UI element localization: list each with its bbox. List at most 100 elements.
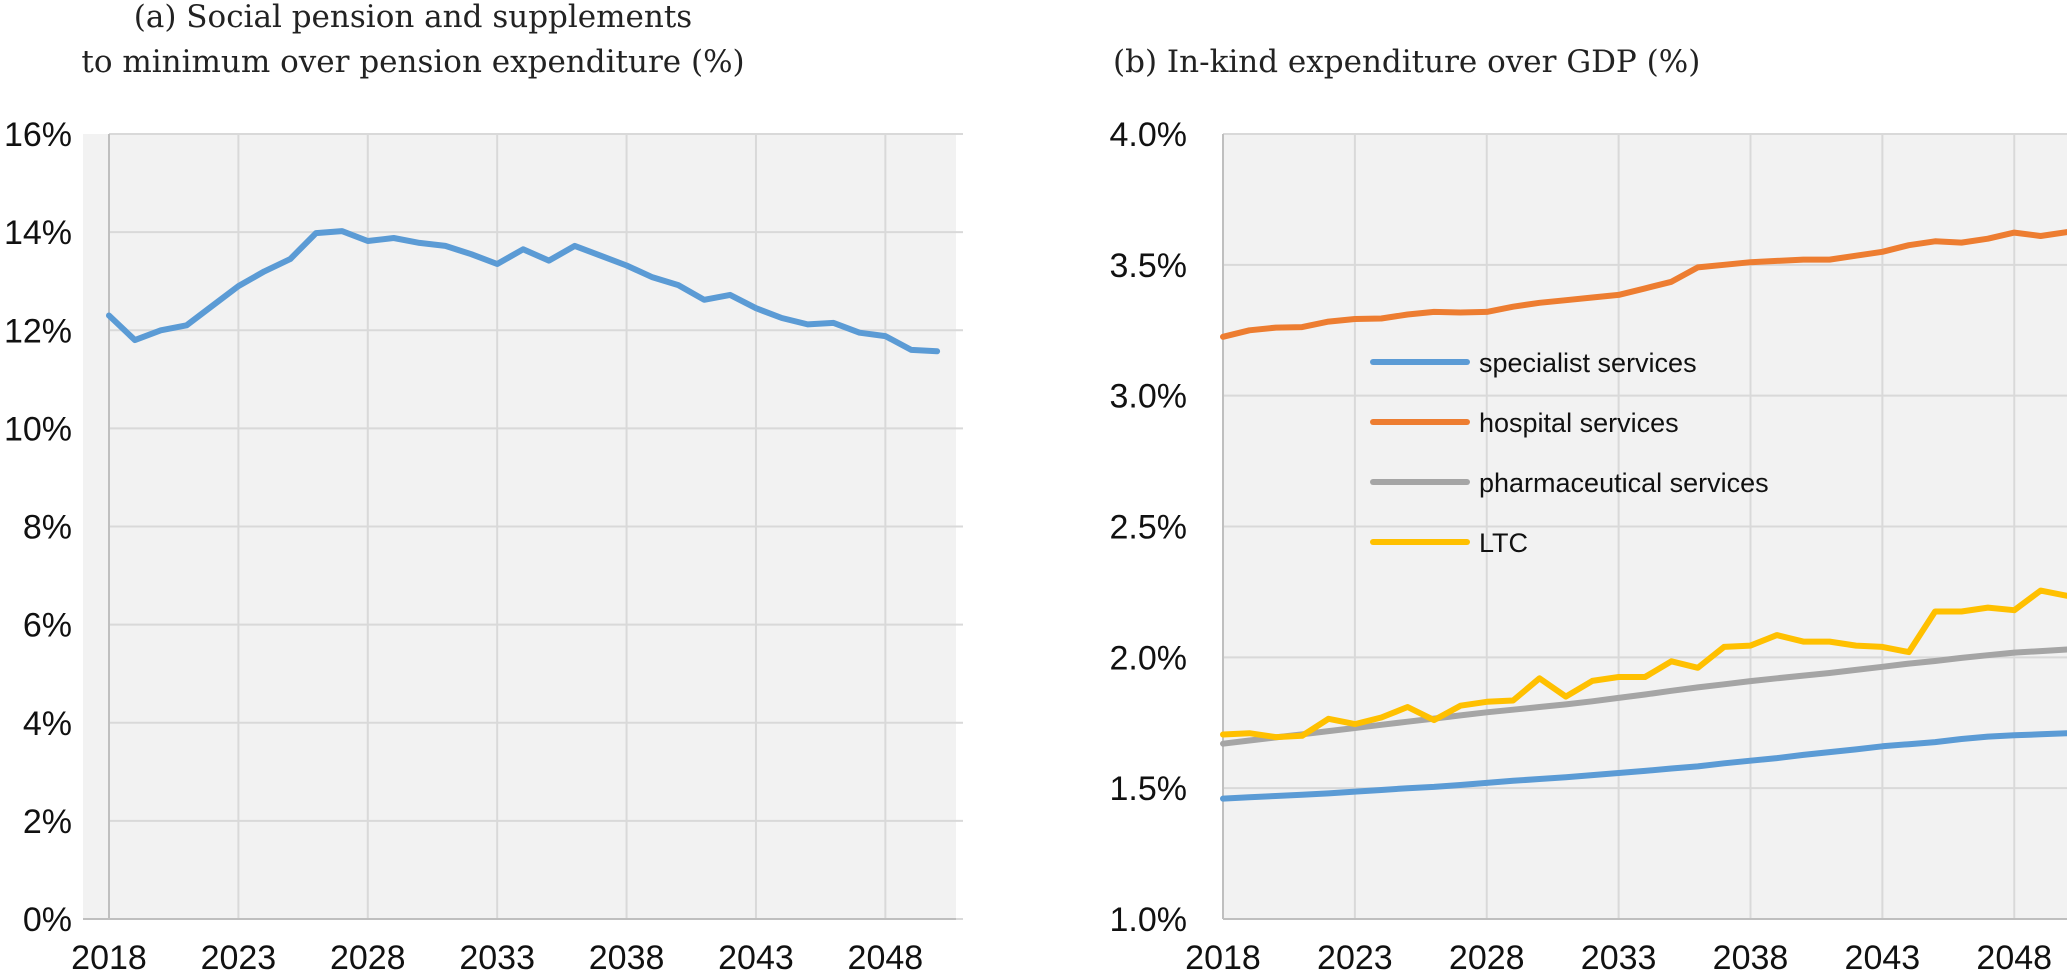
panel-b-point-ltc: [1273, 734, 1279, 740]
panel-b-legend: specialist services hospital services phar…: [1370, 348, 1769, 558]
panel-a-point-series: [727, 292, 733, 298]
panel-b-point-hospital-services: [1299, 324, 1305, 330]
panel-b-point-pharmaceutical-services: [1879, 664, 1885, 670]
panel-a-y-tick-label: 16%: [4, 116, 72, 154]
panel-a-point-series: [287, 256, 293, 262]
legend-label-pharmaceutical-services: pharmaceutical services: [1479, 468, 1769, 498]
panel-b-point-hospital-services: [1537, 300, 1543, 306]
panel-b-point-hospital-services: [1405, 312, 1411, 318]
legend-label-specialist-services: specialist services: [1479, 348, 1697, 378]
panel-b-point-pharmaceutical-services: [1537, 704, 1543, 710]
legend-item-ltc: LTC: [1370, 528, 1528, 558]
panel-a-point-series: [261, 268, 267, 274]
panel-a-y-tick-label: 12%: [4, 312, 72, 350]
panel-a-point-series: [442, 243, 448, 249]
panel-b-point-pharmaceutical-services: [1484, 709, 1490, 715]
panel-b-line-ltc: [1220, 587, 2067, 741]
panel-b-line-pharmaceutical-services: [1220, 646, 2067, 747]
panel-b-point-pharmaceutical-services: [1246, 738, 1252, 744]
panel-b-point-pharmaceutical-services: [1642, 692, 1648, 698]
panel-b-point-pharmaceutical-services: [1774, 675, 1780, 681]
panel-b-y-tick-label: 2.0%: [1110, 639, 1188, 677]
panel-b-point-ltc: [1220, 732, 1226, 738]
panel-b-point-hospital-services: [1853, 253, 1859, 259]
panel-b-point-specialist-services: [1431, 784, 1437, 790]
panel-a-point-series: [417, 240, 423, 246]
panel-b-x-tick-label: 2023: [1317, 939, 1393, 977]
panel-b-point-specialist-services: [1906, 741, 1912, 747]
panel-a-x-tick-label: 2038: [589, 939, 665, 977]
panel-b-x-tick-label: 2043: [1845, 939, 1921, 977]
panel-a-y-tick-label: 10%: [4, 410, 72, 448]
panel-b-point-specialist-services: [1457, 782, 1463, 788]
panel-b-y-tick-label: 1.5%: [1110, 770, 1188, 808]
panel-a-x-tick-labels: 2018 2023 2028 2033 2038 2043 2048: [71, 939, 923, 977]
panel-b-point-pharmaceutical-services: [1326, 728, 1332, 734]
panel-a-x-tick-label: 2043: [718, 939, 794, 977]
panel-b-point-specialist-services: [1695, 763, 1701, 769]
panel-b-point-hospital-services: [1721, 262, 1727, 268]
legend-item-hospital-services: hospital services: [1370, 408, 1679, 438]
panel-a-x-tick-label: 2028: [330, 939, 406, 977]
panel-a-title-line1: (a) Social pension and supplements: [134, 0, 692, 35]
panel-a-point-series: [857, 330, 863, 336]
panel-a-point-series: [934, 348, 940, 354]
panel-b-point-specialist-services: [1932, 739, 1938, 745]
panel-a-point-series: [468, 251, 474, 257]
panel-b-point-specialist-services: [1510, 778, 1516, 784]
panel-b-point-hospital-services: [1668, 279, 1674, 285]
panel-b-point-pharmaceutical-services: [2038, 648, 2044, 654]
panel-a-line-series: [106, 228, 941, 355]
panel-b-point-specialist-services: [2038, 731, 2044, 737]
panel-b-point-hospital-services: [1484, 309, 1490, 315]
panel-b-point-ltc: [1378, 715, 1384, 721]
panel-a-point-series: [572, 243, 578, 249]
panel-b-point-specialist-services: [1668, 766, 1674, 772]
panel-a-point-series: [494, 261, 500, 267]
panel-b-point-pharmaceutical-services: [1220, 741, 1226, 747]
panel-b-x-tick-label: 2028: [1449, 939, 1525, 977]
panel-b-point-specialist-services: [1748, 758, 1754, 764]
panel-a-point-series: [184, 322, 190, 328]
panel-a-y-tick-label: 14%: [4, 214, 72, 252]
panel-b-point-hospital-services: [1695, 264, 1701, 270]
panel-b-point-pharmaceutical-services: [1906, 661, 1912, 667]
panel-b-point-specialist-services: [1352, 789, 1358, 795]
panel-b-point-hospital-services: [1352, 316, 1358, 322]
panel-a-series-series: [106, 228, 941, 355]
panel-b-point-ltc: [1616, 674, 1622, 680]
panel-b-point-pharmaceutical-services: [1616, 695, 1622, 701]
panel-b-point-hospital-services: [1431, 309, 1437, 315]
panel-b-point-specialist-services: [1378, 787, 1384, 793]
panel-a-point-series: [391, 235, 397, 241]
panel-b-point-hospital-services: [1246, 327, 1252, 333]
panel-b-point-pharmaceutical-services: [1932, 658, 1938, 664]
panel-b-point-ltc: [1326, 716, 1332, 722]
panel-b-point-specialist-services: [1220, 796, 1226, 802]
panel-b-point-hospital-services: [1985, 236, 1991, 242]
panel-b-point-specialist-services: [1246, 794, 1252, 800]
panel-a-series: [106, 228, 941, 355]
panel-b-point-specialist-services: [1642, 768, 1648, 774]
panel-b-point-pharmaceutical-services: [1748, 678, 1754, 684]
panel-a-x-tick-label: 2048: [848, 939, 924, 977]
panel-a-point-series: [908, 347, 914, 353]
panel-b-point-ltc: [1827, 639, 1833, 645]
panel-b-point-ltc: [2011, 607, 2017, 613]
panel-a-point-series: [650, 274, 656, 280]
panel-b-point-ltc: [1431, 717, 1437, 723]
panel-b-point-ltc: [1537, 675, 1543, 681]
panel-b-y-tick-label: 2.5%: [1110, 509, 1188, 547]
panel-a-point-series: [546, 258, 552, 264]
panel-b-x-tick-label: 2048: [1976, 939, 2052, 977]
panel-a-point-series: [520, 246, 526, 252]
panel-b-point-specialist-services: [1853, 746, 1859, 752]
legend-label-ltc: LTC: [1479, 528, 1528, 558]
panel-a-x-tick-label: 2018: [71, 939, 147, 977]
panel-a-y-tick-label: 8%: [23, 509, 72, 547]
panel-b-point-hospital-services: [1220, 334, 1226, 340]
panel-b-point-ltc: [1246, 730, 1252, 736]
panel-b-point-pharmaceutical-services: [1721, 681, 1727, 687]
panel-b-point-hospital-services: [1932, 238, 1938, 244]
